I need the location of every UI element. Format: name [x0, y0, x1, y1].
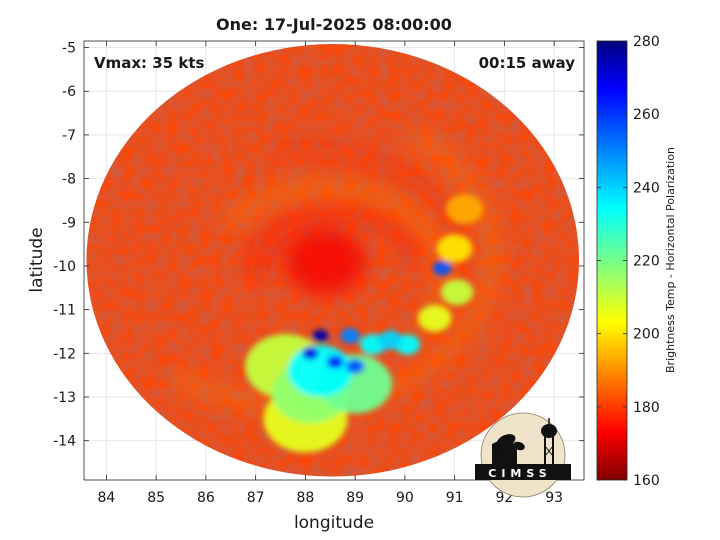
x-axis-label: longitude	[294, 513, 374, 533]
y-tick-label: -7	[62, 128, 76, 144]
colorbar-tick-label: 180	[633, 400, 660, 416]
x-tick-label: 91	[446, 490, 464, 506]
x-tick-label: 88	[296, 490, 314, 506]
swath-layer	[86, 44, 580, 477]
x-tick-label: 89	[346, 490, 364, 506]
rainband	[288, 345, 353, 397]
x-tick-label: 93	[545, 490, 563, 506]
colorbar-tick-label: 160	[633, 473, 660, 489]
outer-rainband	[436, 234, 473, 263]
y-tick-label: -12	[53, 346, 76, 362]
x-tick-label: 90	[396, 490, 414, 506]
outer-rainband	[445, 194, 484, 225]
y-tick-label: -11	[53, 303, 76, 319]
convective-core	[433, 260, 452, 276]
convective-core	[312, 329, 329, 343]
colorbar-tick-label: 200	[633, 327, 660, 343]
spiral-band	[249, 199, 430, 280]
outer-rainband	[440, 279, 474, 306]
colorbar-tick-label: 240	[633, 180, 660, 196]
convective-core	[327, 355, 344, 369]
y-tick-label: -8	[62, 172, 76, 188]
y-tick-label: -6	[62, 84, 76, 100]
cimss-logo: CIMSS	[475, 412, 571, 498]
x-tick-label: 87	[247, 490, 265, 506]
vmax-annotation: Vmax: 35 kts	[94, 54, 204, 72]
convection-features	[244, 194, 484, 453]
colorbar-ticks: 280 260 240 220 200 180 160	[597, 34, 660, 489]
y-tick-label: -9	[62, 215, 76, 231]
colorbar-label: Brightness Temp - Horizontal Polarizatio…	[664, 147, 677, 373]
outer-rainband	[417, 304, 452, 332]
y-tick-label: -13	[53, 390, 76, 406]
convective-core	[345, 359, 365, 374]
y-tick-label: -5	[62, 41, 76, 57]
colorbar-tick-label: 280	[633, 34, 660, 50]
y-tick-label: -10	[53, 259, 76, 275]
cimss-logo-text: CIMSS	[488, 467, 551, 480]
x-tick-label: 84	[97, 490, 115, 506]
ticks: 84 85 86 87 88 89 90 91 92 93-5-6-7-8-9-10-11-12-…	[53, 41, 584, 506]
chart-title: One: 17-Jul-2025 08:00:00	[216, 15, 452, 34]
y-tick-label: -14	[53, 434, 76, 450]
colorbar	[596, 40, 628, 481]
convective-cell	[377, 330, 403, 350]
spiral-band	[168, 126, 502, 415]
convective-core	[302, 346, 319, 360]
x-tick-label: 85	[147, 490, 165, 506]
axes-frame	[83, 40, 585, 481]
convective-core	[340, 328, 360, 344]
y-axis-label: latitude	[27, 227, 47, 292]
x-tick-label: 86	[197, 490, 215, 506]
colorbar-tick-label: 220	[633, 254, 660, 270]
time-offset-annotation: 00:15 away	[479, 54, 576, 72]
storm-center	[285, 229, 366, 294]
colorbar-tick-label: 260	[633, 107, 660, 123]
